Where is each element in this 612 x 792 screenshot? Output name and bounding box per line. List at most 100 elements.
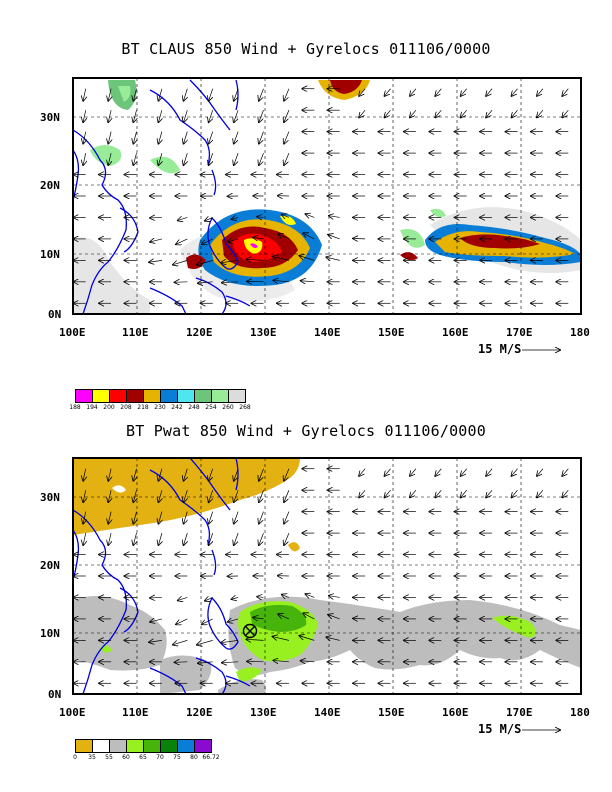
wind-vector [209,110,213,122]
wind-vector [149,260,162,262]
colorbar-swatch [75,389,93,403]
wind-vector [175,282,188,283]
wind-vector [359,88,366,96]
wind-vector [234,468,239,481]
wind-vector [209,131,213,144]
pwat-lat-tick: 30N [40,491,60,504]
wind-vector [299,256,315,261]
colorbar-swatch [126,389,144,403]
colorbar-swatch [160,389,178,403]
wind-vector [83,511,86,524]
wind-vector [133,533,136,545]
wind-vector [259,468,264,481]
wind-vector [158,468,161,481]
wind-vector [234,131,239,144]
colorbar-label: 248 [188,404,200,411]
wind-vector [221,260,239,262]
wind-vector [284,468,290,481]
pwat-lon-tick: 120E [186,706,213,719]
wind-vector [158,152,161,165]
colorbar-swatch [211,389,229,403]
wind-vector [133,131,136,144]
wind-vector [562,489,569,497]
wind-vector [326,637,340,640]
wind-vector [184,88,188,101]
wind-vector [284,131,290,144]
pwat-colorbar-labels: 0 35 55 60 65 70 75 80 66.72 [73,753,220,763]
wind-vector [461,489,467,497]
wind-vector [385,489,391,497]
wind-vector [537,109,544,117]
wind-vector [410,88,417,96]
pwat-lat-tick: 10N [40,627,60,640]
claus-coastlines [73,79,251,314]
wind-vector [209,88,213,101]
colorbar-label: 194 [86,404,98,411]
wind-vector [359,109,366,117]
wind-vector [202,618,213,624]
wind-vector [259,110,264,122]
colorbar-label: 254 [205,404,217,411]
claus-cloud-field [73,80,581,314]
claus-lon-tick: 170E [506,326,533,339]
colorbar-label: 60 [122,754,130,761]
wind-vector [486,489,493,497]
wind-vector [158,490,161,502]
wind-vector [209,511,213,524]
wind-vector [259,131,264,144]
claus-colorbar: 188 194 200 208 218 230 242 248 254 260 268 [69,389,251,413]
wind-vector [205,597,213,600]
claus-lon-tick: 130E [250,326,277,339]
wind-vector [359,468,366,476]
wind-vector [328,235,340,240]
colorbar-swatch [228,389,246,403]
claus-gridlines [73,78,581,314]
wind-vector [253,617,264,618]
colorbar-label: 260 [222,404,234,411]
wind-vector [133,88,136,101]
colorbar-label: 208 [120,404,132,411]
wind-vector [301,281,315,282]
wind-vector [306,594,315,597]
wind-vector [326,257,340,260]
wind-vector [108,131,111,144]
claus-lon-tick: 150E [378,326,405,339]
wind-vector [301,661,315,662]
wind-vector [537,468,544,476]
colorbar-label: 268 [239,404,251,411]
wind-vector [158,88,161,101]
wind-vector [184,490,188,502]
wind-vector [486,88,493,96]
pwat-lon-tick: 110E [122,706,149,719]
pwat-colorbar-swatches [75,739,212,753]
pwat-panel: 30N 20N 10N 0N 100E 110E 120E 130E 140E … [40,457,590,730]
pwat-lat-tick: 0N [48,688,61,701]
colorbar-swatch [194,739,212,753]
wind-vector [359,489,366,497]
wind-vector [273,280,289,281]
pwat-lat-tick: 20N [40,559,60,572]
claus-lat-tick: 0N [48,308,61,321]
wind-vector [253,237,264,238]
wind-vector [410,109,417,117]
wind-vector [83,468,86,481]
wind-vector [257,597,264,598]
pwat-ref-vector-label: 15 M/S [478,722,522,736]
wind-vector [512,468,518,476]
wind-vector [234,152,239,165]
wind-vector [158,131,161,144]
wind-vector [303,233,315,240]
wind-vector [278,614,290,620]
wind-vector [149,640,162,642]
wind-vector [284,532,290,545]
wind-vector [184,152,188,165]
wind-vector [108,468,111,481]
colorbar-swatch [109,389,127,403]
claus-lon-tick: 180 [570,326,590,339]
colorbar-label: 188 [69,404,81,411]
colorbar-label: 70 [156,754,164,761]
pwat-frame [72,457,582,695]
wind-vector [486,468,493,476]
wind-vector [259,88,264,101]
pwat-wind-vectors [74,469,569,684]
